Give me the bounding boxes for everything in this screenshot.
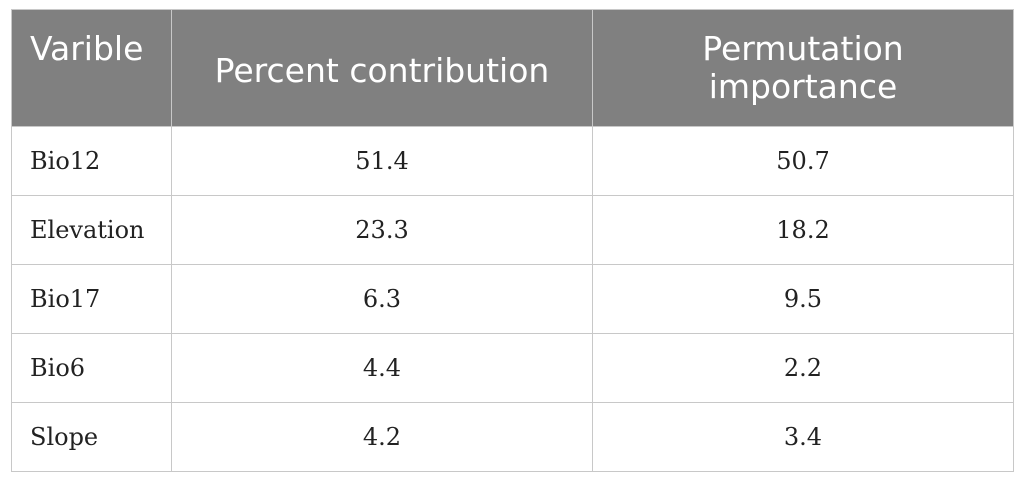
cell-variable: Bio6 [11, 333, 172, 403]
cell-permutation-importance: 2.2 [592, 333, 1014, 403]
cell-percent-contribution: 4.4 [171, 333, 593, 403]
cell-percent-contribution: 23.3 [171, 195, 593, 265]
table-row: Slope 4.2 3.4 [11, 402, 1014, 472]
cell-permutation-importance: 50.7 [592, 126, 1014, 196]
header-permutation-importance: Permutation importance [592, 9, 1014, 127]
cell-variable: Slope [11, 402, 172, 472]
cell-variable: Bio17 [11, 264, 172, 334]
cell-permutation-importance: 3.4 [592, 402, 1014, 472]
cell-variable: Elevation [11, 195, 172, 265]
table-row: Bio6 4.4 2.2 [11, 333, 1014, 403]
data-table: Varible Percent contribution Permutation… [11, 9, 1014, 472]
cell-percent-contribution: 6.3 [171, 264, 593, 334]
header-percent-contribution: Percent contribution [171, 9, 593, 127]
cell-percent-contribution: 51.4 [171, 126, 593, 196]
table-row: Bio12 51.4 50.7 [11, 126, 1014, 196]
cell-percent-contribution: 4.2 [171, 402, 593, 472]
cell-permutation-importance: 9.5 [592, 264, 1014, 334]
table-row: Elevation 23.3 18.2 [11, 195, 1014, 265]
cell-variable: Bio12 [11, 126, 172, 196]
table-row: Bio17 6.3 9.5 [11, 264, 1014, 334]
table-body: Bio12 51.4 50.7 Elevation 23.3 18.2 Bio1… [11, 126, 1014, 472]
table-header: Varible Percent contribution Permutation… [11, 9, 1014, 127]
header-row: Varible Percent contribution Permutation… [11, 9, 1014, 127]
data-table-container: Varible Percent contribution Permutation… [11, 9, 1014, 472]
cell-permutation-importance: 18.2 [592, 195, 1014, 265]
header-variable: Varible [11, 9, 172, 127]
